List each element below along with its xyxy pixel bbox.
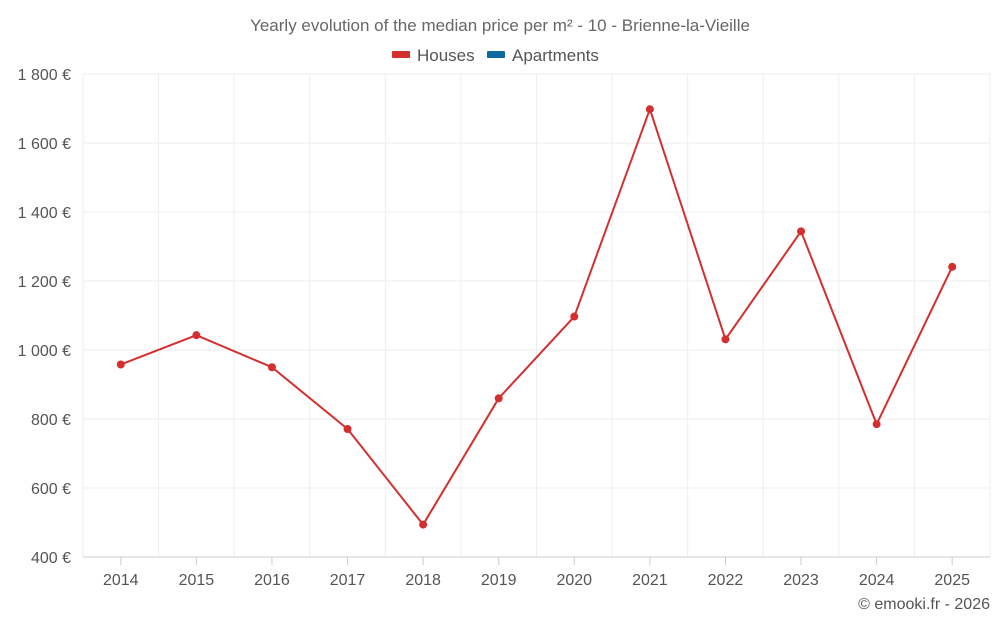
y-tick-label: 1 000 € [18, 343, 71, 360]
x-tick-label: 2020 [556, 572, 592, 589]
legend-item-apartments[interactable]: Apartments [487, 46, 599, 65]
chart-title: Yearly evolution of the median price per… [250, 16, 750, 35]
x-tick-label: 2015 [179, 572, 215, 589]
data-point[interactable] [419, 520, 428, 529]
data-point[interactable] [570, 312, 579, 321]
legend-label-houses: Houses [417, 46, 475, 65]
x-tick-label: 2022 [708, 572, 744, 589]
data-point[interactable] [645, 105, 654, 114]
legend: Houses Apartments [392, 46, 599, 65]
credit-text: © emooki.fr - 2026 [858, 596, 990, 613]
data-point[interactable] [343, 425, 352, 434]
x-axis: 2014 2015 2016 2017 2018 2019 2020 2021 2022 2023… [83, 556, 990, 589]
x-tick-label: 2024 [859, 572, 895, 589]
data-point[interactable] [721, 335, 730, 344]
y-tick-label: 1 800 € [18, 67, 71, 84]
data-point[interactable] [872, 420, 881, 429]
series-line [120, 108, 954, 526]
y-tick-label: 400 € [31, 550, 71, 567]
data-point[interactable] [192, 331, 201, 340]
legend-item-houses[interactable]: Houses [392, 46, 475, 65]
data-point[interactable] [116, 360, 125, 369]
y-tick-label: 1 600 € [18, 136, 71, 153]
y-tick-label: 1 400 € [18, 205, 71, 222]
legend-swatch-houses [392, 51, 410, 58]
data-point[interactable] [494, 394, 503, 403]
x-tick-label: 2016 [254, 572, 290, 589]
x-tick-label: 2014 [103, 572, 139, 589]
x-tick-label: 2023 [783, 572, 819, 589]
y-tick-label: 600 € [31, 481, 71, 498]
y-axis: 400 € 600 € 800 € 1 000 € 1 200 € 1 400 € 1 60… [18, 67, 71, 567]
data-point[interactable] [267, 363, 276, 372]
y-tick-label: 1 200 € [18, 274, 71, 291]
data-point[interactable] [797, 227, 806, 236]
series-houses [116, 105, 957, 529]
legend-swatch-apartments [487, 51, 505, 58]
legend-label-apartments: Apartments [512, 46, 599, 65]
data-point[interactable] [948, 262, 957, 271]
x-tick-label: 2025 [934, 572, 970, 589]
x-tick-label: 2021 [632, 572, 668, 589]
x-tick-label: 2019 [481, 572, 517, 589]
grid [82, 73, 991, 557]
y-tick-label: 800 € [31, 412, 71, 429]
x-tick-label: 2018 [405, 572, 441, 589]
x-tick-label: 2017 [330, 572, 366, 589]
